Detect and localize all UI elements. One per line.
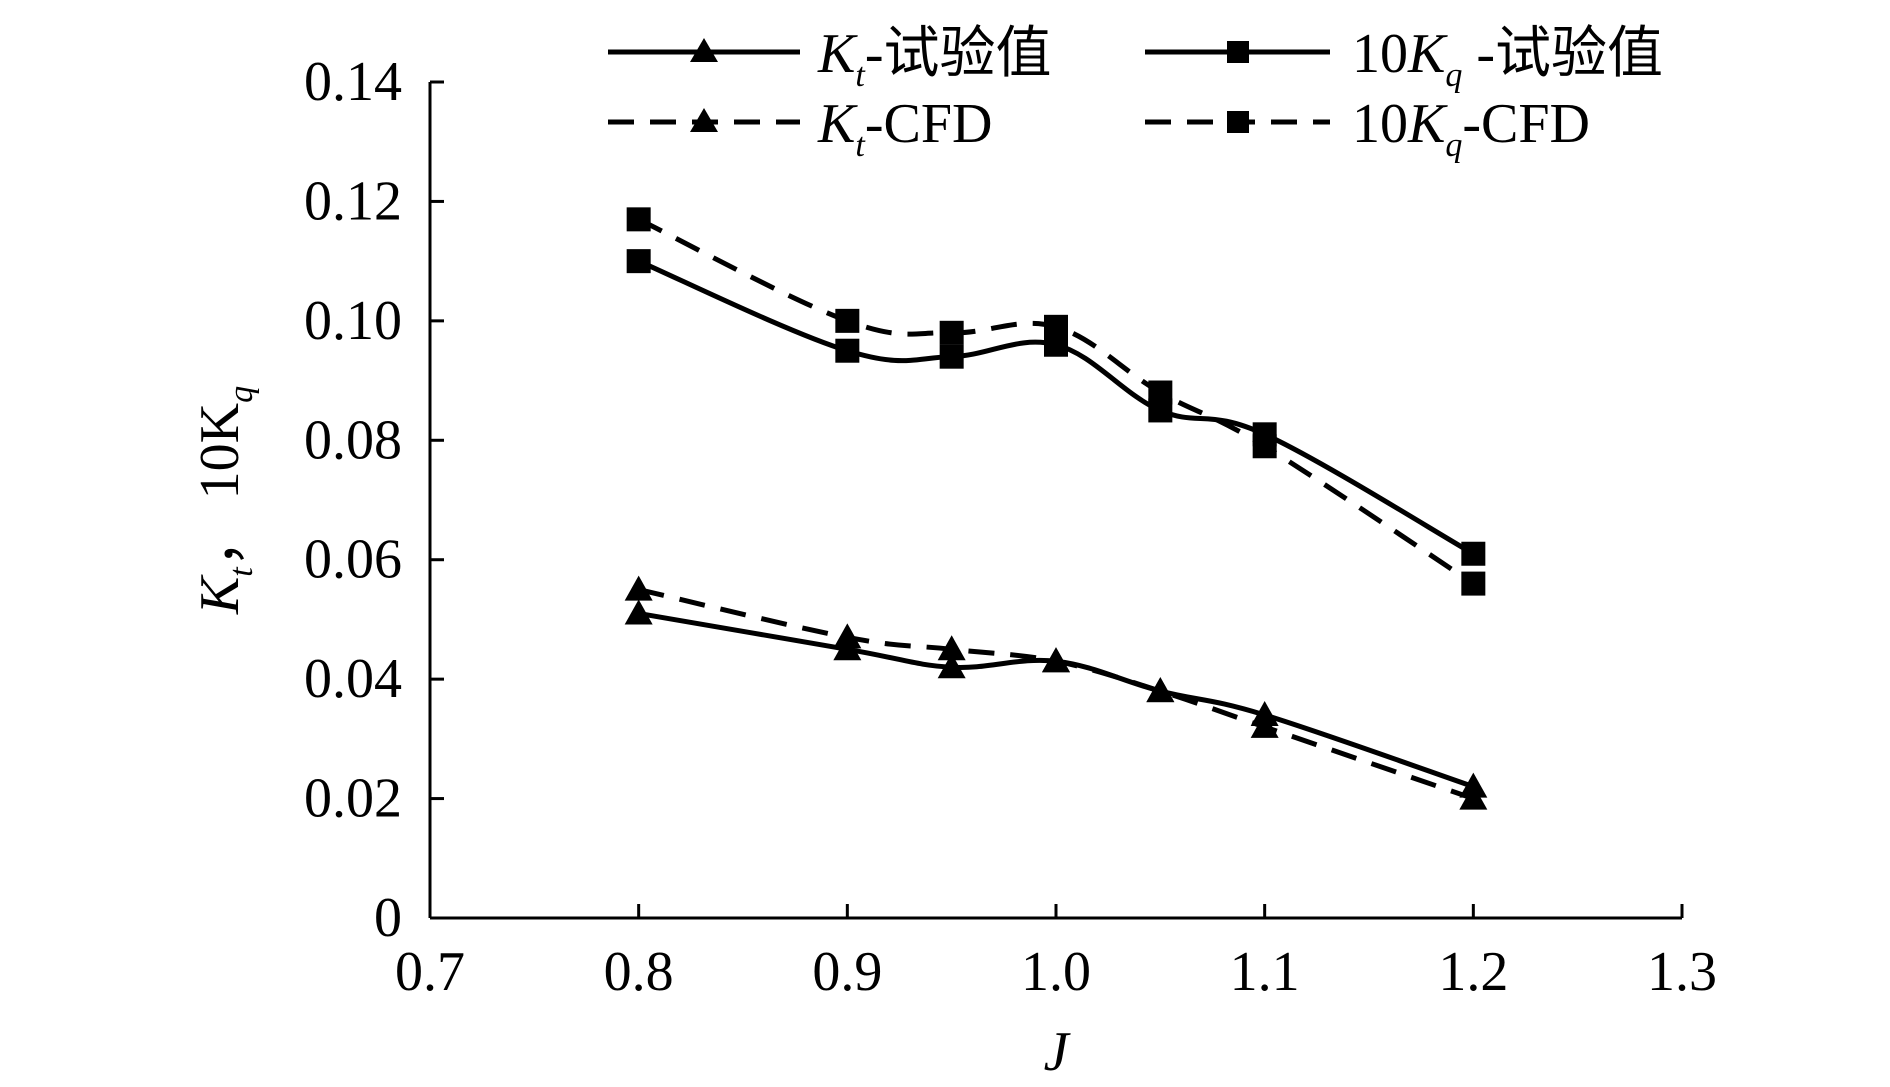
point-kt-cfd [1146,677,1175,703]
point-kt-cfd [624,575,653,601]
x-axis-title: J [1044,1021,1072,1083]
point-kq-cfd [1148,380,1173,405]
point-kt-exp [624,599,653,625]
point-kq-cfd [626,207,651,232]
legend-item-kq-exp: 10Kq -试验值 [1145,23,1663,94]
point-kq-cfd [939,320,964,345]
legend-item-kt-exp: Kt-试验值 [608,23,1051,94]
legend-label-kq-cfd: 10Kq-CFD [1352,93,1590,164]
y-tick-label: 0.14 [304,51,402,113]
point-kt-cfd [1459,784,1488,810]
y-tick-label: 0.06 [304,529,402,591]
legend: Kt-试验值 Kt-CFD 10Kq -试验值 10Kq-CFD [608,23,1663,164]
y-tick-label: 0 [374,887,402,949]
x-tick-label: 1.2 [1438,941,1508,1003]
series-line-kq-cfd [637,217,1475,586]
point-kq-exp [1461,541,1486,566]
point-kq-cfd [1044,314,1068,339]
point-kt-cfd [833,623,862,649]
series-kq-cfd [626,207,1486,596]
x-tick-label: 1.1 [1230,941,1300,1003]
point-kq-cfd [835,308,860,333]
y-axis-title-k1: K [189,574,251,615]
point-kt-cfd [937,635,966,661]
point-kq-exp [939,344,964,369]
series-kt-cfd [624,575,1488,810]
legend-label-kt-exp: Kt-试验值 [817,23,1051,94]
series-layer [624,207,1488,810]
x-tick-label: 0.7 [395,941,465,1003]
x-tick-label: 0.9 [812,941,882,1003]
y-tick-label: 0.12 [304,170,402,232]
y-ticks: 0 0.02 0.04 0.06 0.08 0.10 0.12 0.14 [304,51,444,949]
y-tick-label: 0.02 [304,768,402,830]
y-tick-label: 0.08 [304,409,402,471]
series-kq-exp [626,249,1486,566]
x-ticks: 0.7 0.8 0.9 1.0 1.1 1.2 1.3 [395,904,1717,1003]
point-kq-cfd [1461,571,1486,596]
axes [428,82,1682,920]
y-axis-title-sep: ， [189,511,251,567]
point-kt-cfd [1250,712,1279,738]
point-kq-exp [626,249,651,274]
point-kt-cfd [1042,647,1070,673]
y-axis-title-k2: 10K [189,403,251,499]
series-line-kt-cfd [638,587,1475,801]
y-tick-label: 0.04 [304,648,402,710]
point-kq-cfd [1252,434,1277,459]
series-line-kq-exp [637,258,1475,556]
legend-marker-kt-exp [690,38,718,62]
series-line-kt-exp [638,610,1475,789]
x-tick-label: 1.0 [1021,941,1091,1003]
y-axis-title-sub2: q [223,386,260,403]
legend-label-kt-cfd: Kt-CFD [817,93,992,164]
legend-item-kt-cfd: Kt-CFD [608,93,992,164]
x-tick-label: 1.3 [1647,941,1717,1003]
legend-marker-kt-cfd [690,108,718,132]
series-kt-exp [624,599,1488,798]
y-tick-label: 0.10 [304,290,402,352]
legend-label-kq-exp: 10Kq -试验值 [1352,23,1663,94]
legend-item-kq-cfd: 10Kq-CFD [1145,93,1590,164]
y-axis-title: Kt， 10Kq [189,386,260,615]
point-kq-exp [835,338,860,363]
y-axis-title-sub1: t [223,566,260,577]
legend-marker-kq-exp [1227,41,1249,63]
legend-marker-kq-cfd [1227,111,1249,133]
x-tick-label: 0.8 [604,941,674,1003]
point-kt-exp [937,653,966,679]
